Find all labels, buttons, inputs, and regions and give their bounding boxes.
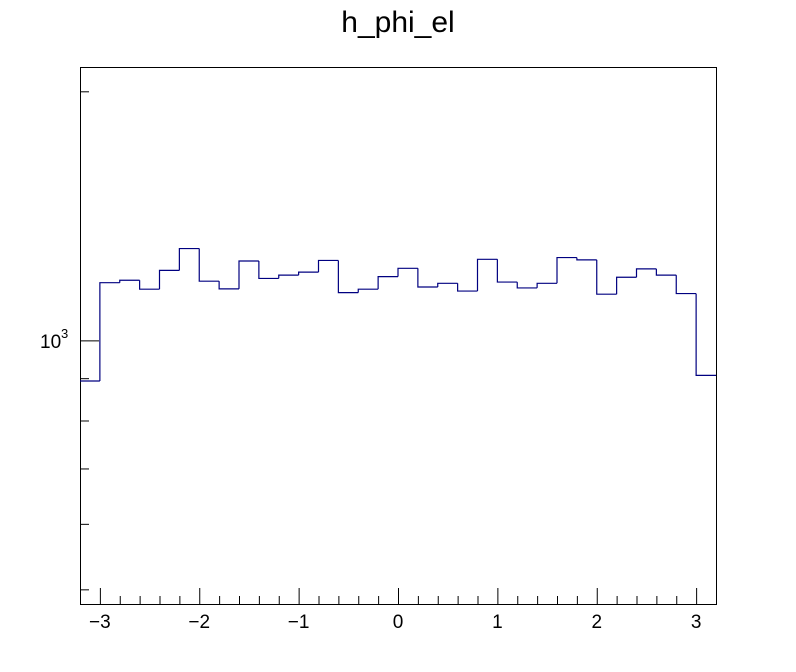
- histogram-bin: [258, 261, 279, 280]
- histogram-bin: [397, 267, 418, 277]
- histogram-bin: [437, 282, 458, 287]
- y-tick-exponent: 3: [61, 326, 68, 341]
- histogram-bin: [476, 258, 498, 292]
- histogram-bin: [298, 271, 319, 276]
- histogram-bin: [158, 269, 180, 290]
- y-axis: 10 3: [40, 91, 99, 591]
- histogram-bin: [536, 282, 557, 288]
- histogram-bin: [218, 281, 239, 290]
- histogram-bin: [496, 259, 518, 283]
- histogram-bin: [457, 283, 478, 292]
- chart-title: h_phi_el: [341, 6, 454, 39]
- histogram-bin: [317, 259, 339, 273]
- histogram-bins: [80, 247, 716, 382]
- histogram-bin: [616, 276, 637, 295]
- histogram-bin: [417, 268, 438, 288]
- histogram-bin: [635, 268, 657, 278]
- histogram-bin: [278, 274, 299, 279]
- histogram-bin: [337, 260, 359, 294]
- x-tick-label: 0: [393, 612, 404, 633]
- histogram-bin: [119, 279, 140, 283]
- histogram-bin: [238, 260, 259, 289]
- x-tick-label: −3: [89, 612, 111, 633]
- x-tick-label: 3: [691, 612, 702, 633]
- histogram-bin: [178, 247, 200, 271]
- x-tick-label: 2: [591, 612, 602, 633]
- histogram-bin: [377, 276, 398, 290]
- histogram-bin: [596, 259, 617, 295]
- x-tick-label: −2: [188, 612, 210, 633]
- plot-frame: [80, 67, 717, 605]
- histogram-bin: [139, 280, 160, 290]
- histogram-bin: [99, 282, 120, 381]
- histogram-bin: [675, 275, 697, 295]
- x-tick-label: 1: [492, 612, 503, 633]
- x-axis: −3 −2 −1 0 1 2 3: [80, 588, 717, 633]
- x-tick-label: −1: [288, 612, 310, 633]
- histogram-bin: [516, 282, 538, 289]
- histogram-bin: [576, 257, 597, 261]
- histogram-bin: [556, 256, 577, 284]
- histogram-bin: [695, 293, 716, 376]
- histogram-bin: [655, 268, 677, 276]
- histogram-bin: [357, 288, 379, 293]
- y-tick-label: 10: [40, 332, 61, 353]
- histogram-bin: [198, 248, 220, 282]
